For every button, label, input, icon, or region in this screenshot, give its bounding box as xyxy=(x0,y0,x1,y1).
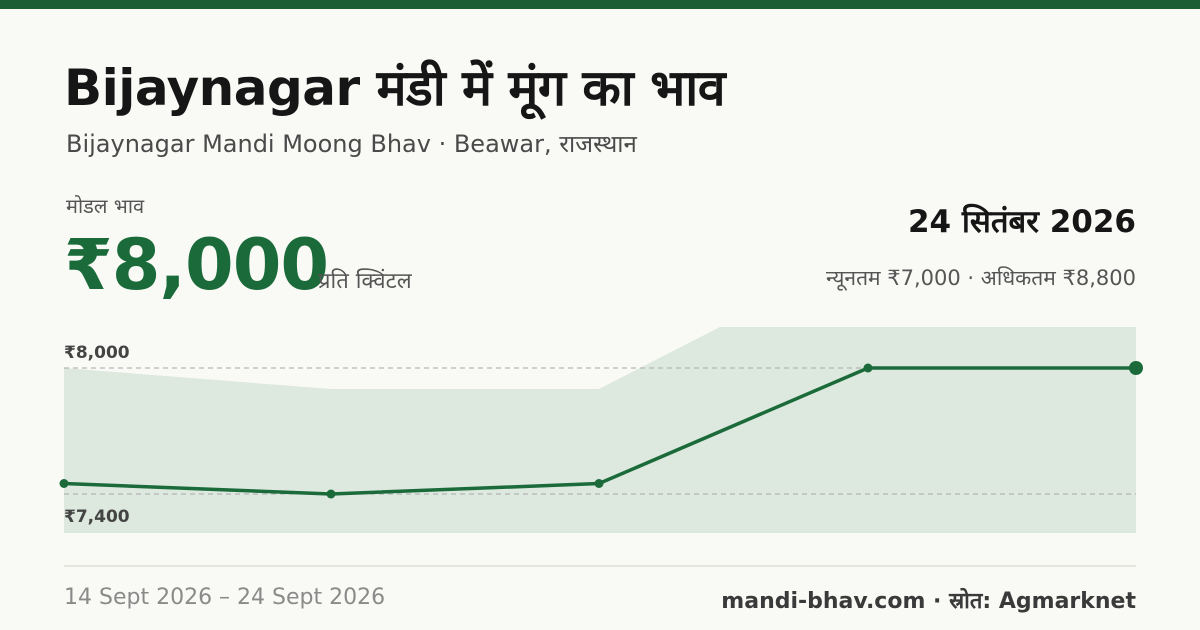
page-subtitle: Bijaynagar Mandi Moong Bhav · Beawar, रा… xyxy=(66,130,637,158)
price-range-band xyxy=(64,327,1136,533)
modal-price-label: मोडल भाव xyxy=(66,194,145,218)
y-tick-label-1: ₹7,400 xyxy=(64,507,130,527)
footer-separator: · xyxy=(925,589,950,614)
data-point-4 xyxy=(1129,361,1143,375)
data-point-1 xyxy=(326,489,336,499)
page-title: Bijaynagar मंडी में मूंग का भाव xyxy=(64,59,726,117)
top-accent-bar xyxy=(0,0,1200,9)
footer-divider xyxy=(64,565,1136,567)
site-name: mandi-bhav.com xyxy=(721,589,926,614)
footer-credits: mandi-bhav.com · स्रोत: Agmarknet xyxy=(721,585,1136,615)
data-source: स्रोत: Agmarknet xyxy=(949,589,1136,614)
price-date: 24 सितंबर 2026 xyxy=(907,204,1136,240)
footer-date-range: 14 Sept 2026 – 24 Sept 2026 xyxy=(64,585,386,610)
price-unit: प्रति क्विंटल xyxy=(318,269,412,294)
data-point-3 xyxy=(863,363,873,373)
data-point-0 xyxy=(59,479,69,488)
min-max-range: न्यूनतम ₹7,000 · अधिकतम ₹8,800 xyxy=(826,266,1136,290)
y-tick-label-0: ₹8,000 xyxy=(64,343,130,363)
data-point-2 xyxy=(594,479,604,488)
modal-price-value: ₹8,000 xyxy=(64,224,329,306)
